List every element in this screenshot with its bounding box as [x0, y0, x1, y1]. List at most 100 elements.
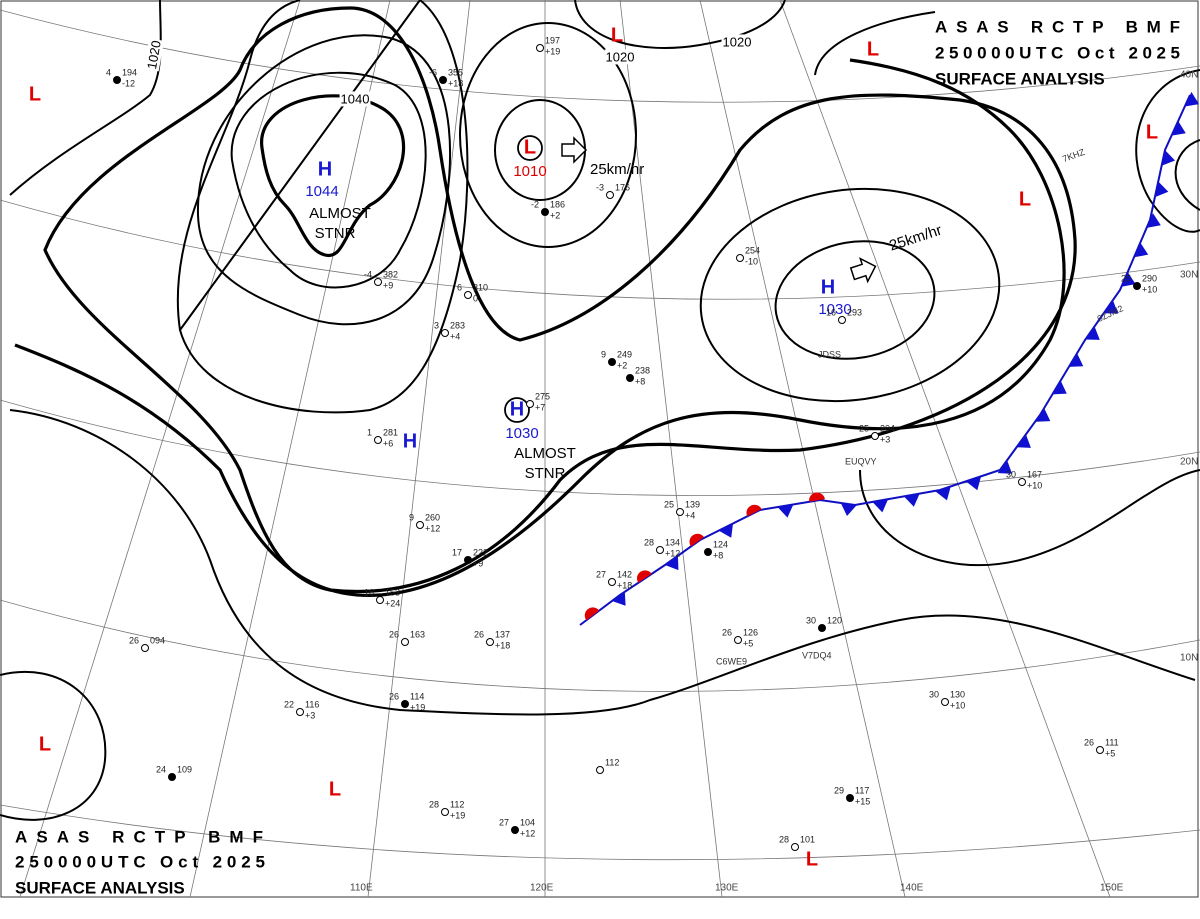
system-symbol: L [1146, 121, 1158, 143]
station-temp: 30 [1006, 469, 1016, 479]
longitude-line [619, 0, 723, 898]
latitude-line [0, 9, 1200, 103]
station-pressure: 101 [800, 834, 815, 844]
station-pressure: 116 [305, 699, 319, 709]
station-temp: 6 [457, 282, 462, 292]
station-pressure: 094 [150, 635, 165, 645]
cold-front-symbol [1103, 300, 1119, 314]
station-pressure: 176 [615, 182, 630, 192]
station-temp: 3 [434, 320, 439, 330]
isobar [774, 240, 936, 360]
station-plot: 30 130+10 [929, 689, 965, 710]
isobar-label: 1020 [723, 34, 752, 49]
isobar [230, 71, 427, 289]
longitude-label: 120E [530, 883, 554, 894]
station-circle [704, 548, 712, 556]
station-tendency: +10 [950, 700, 965, 710]
station-tendency: +8 [713, 550, 723, 560]
ship-id: C6WE9 [716, 656, 747, 666]
station-tendency: +10 [1142, 284, 1157, 294]
station-temp: 28 [644, 537, 654, 547]
station-circle [1018, 478, 1026, 486]
longitude-label: 130E [715, 883, 739, 894]
station-tendency: +6 [383, 438, 393, 448]
station-temp: 22 [284, 699, 294, 709]
station-plot: 27 142+18 [596, 569, 632, 590]
cold-front-symbol [1035, 408, 1051, 422]
station-pressure: 310 [473, 282, 488, 292]
isobar [814, 11, 936, 76]
cold-front-symbol [1085, 326, 1100, 340]
station-tendency: +5 [1105, 748, 1115, 758]
system-pressure: 1010 [513, 163, 546, 180]
station-circle [734, 636, 742, 644]
warm-front-symbol [636, 570, 652, 583]
cold-front-symbol [1161, 150, 1176, 166]
station-circle [441, 329, 449, 337]
station-tendency: +9 [383, 280, 393, 290]
station-temp: 25 [1121, 273, 1131, 283]
cold-front-symbol [935, 486, 951, 501]
station-tendency: 0 [473, 293, 478, 303]
isobar-label-bg [339, 91, 371, 107]
station-plot: 275+7 [526, 391, 550, 412]
isobar [260, 94, 405, 257]
station-pressure: 275 [535, 391, 550, 401]
station-circle [536, 44, 544, 52]
station-tendency: +12 [425, 523, 440, 533]
station-plot: 26 126+5 [722, 627, 758, 648]
system-symbol: L [1019, 188, 1031, 210]
latitude-label: 30N [1180, 270, 1198, 281]
station-circle [608, 358, 616, 366]
station-temp: 4 [106, 67, 111, 77]
cold-front-symbol [997, 460, 1013, 474]
station-tendency: +19 [450, 810, 465, 820]
station-temp: 29 [834, 785, 844, 795]
isobar [574, 0, 786, 49]
station-temp: -3 [596, 182, 604, 192]
graticule [0, 0, 1200, 898]
station-tendency: +5 [743, 638, 753, 648]
station-pressure: 134 [665, 537, 680, 547]
cold-front-symbol [1171, 121, 1186, 136]
motion-label: 25km/hr [590, 161, 644, 178]
station-plot: 238+8 [626, 365, 650, 386]
cold-front-symbol [840, 502, 857, 516]
station-plot: 22 116+3 [284, 699, 319, 720]
station-plot: 3 283+4 [434, 320, 465, 341]
warm-front-symbol [809, 492, 825, 502]
station-tendency: +9 [473, 558, 483, 568]
station-pressure: 260 [425, 512, 440, 522]
station-circle [871, 432, 879, 440]
station-plot: 9 260+12 [409, 512, 440, 533]
station-pressure: 238 [635, 365, 650, 375]
station-tendency: +18 [617, 580, 632, 590]
station-plot: 28 112+19 [429, 799, 465, 820]
station-circle [511, 826, 519, 834]
header-line: SURFACE ANALYSIS [15, 878, 185, 897]
station-tendency: +8 [635, 376, 645, 386]
station-circle [374, 436, 382, 444]
latitude-label: 10N [1180, 653, 1198, 664]
system-pressure: 1030 [505, 425, 538, 442]
station-plot: 30 120 [806, 615, 842, 632]
station-temp: 26 [722, 627, 732, 637]
station-temp: 25 [859, 423, 869, 433]
station-plot: 4 194-12 [106, 67, 137, 88]
station-plot: 26 137+18 [474, 629, 510, 650]
station-plot: -2 186+2 [531, 199, 565, 220]
station-plot: 1 281+6 [367, 427, 398, 448]
station-temp: 16 [826, 307, 836, 317]
system-symbol: L [806, 848, 818, 870]
header-line: SURFACE ANALYSIS [935, 69, 1105, 88]
station-temp: -6 [429, 67, 437, 77]
station-temp: 26 [389, 691, 399, 701]
system-note: STNR [525, 465, 566, 482]
station-tendency: -12 [122, 78, 135, 88]
station-circle [464, 291, 472, 299]
station-circle [464, 556, 472, 564]
latitude-line [0, 599, 1200, 692]
latitude-line [0, 399, 1200, 496]
station-temp: 26 [389, 629, 399, 639]
station-pressure: 120 [827, 615, 842, 625]
